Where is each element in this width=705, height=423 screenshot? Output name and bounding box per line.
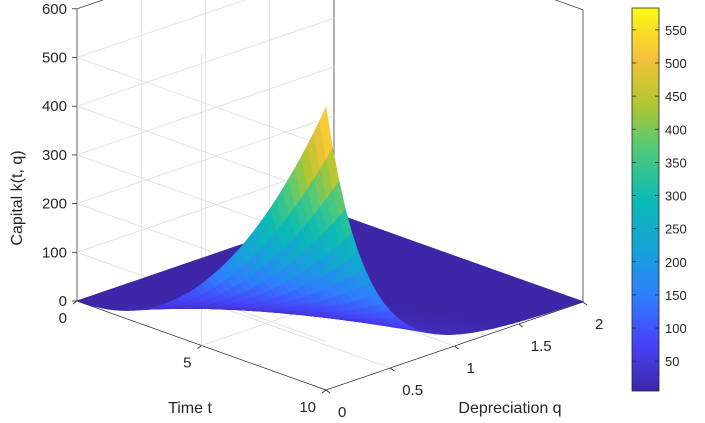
x-tick-mark [518,323,523,328]
colorbar-tick-label: 550 [665,23,687,38]
colorbar-tick-label: 250 [665,222,687,237]
colorbar-tick-label: 200 [665,255,687,270]
z-tick-label: 300 [42,147,67,164]
z-tick-label: 400 [42,98,67,115]
y-tick-label: 10 [299,399,316,416]
x-tick-label: 0 [338,404,346,421]
y-tick-mark [197,345,202,349]
colorbar-tick-label: 150 [665,288,687,303]
z-axis-label: Capital k(t, q) [9,150,26,245]
x-tick-mark [390,367,395,372]
colorbar: 50 100 150 200 250 300 350 400 450 500 550 [631,7,687,392]
colorbar-tick-label: 400 [665,122,687,137]
z-tick-label: 0 [59,293,67,310]
y-tick-mark [72,300,78,305]
x-axis-label: Depreciation q [458,400,561,417]
colorbar-tick-label: 500 [665,56,687,71]
colorbar-ticks: 50 100 150 200 250 300 350 400 450 500 550 [632,23,687,369]
z-tick-label: 600 [42,1,67,18]
tick-labels: 0 100 200 300 400 500 600 0 0.5 1 1.5 2 0 5 10 [42,1,603,421]
x-tick-mark [582,301,588,306]
z-tick-label: 200 [42,196,67,213]
colorbar-tick-label: 350 [665,155,687,170]
colorbar-tick-label: 450 [665,89,687,104]
z-tick-label: 100 [42,244,67,261]
colorbar-tick-label: 300 [665,189,687,204]
x-tick-label: 0.5 [402,382,423,399]
x-tick-label: 1 [467,360,475,377]
y-tick-label: 0 [59,310,67,327]
x-tick-label: 2 [595,316,603,333]
x-tick-mark [325,389,331,394]
colorbar-gradient [631,7,660,392]
y-tick-mark [321,389,327,394]
x-tick-label: 1.5 [531,338,552,355]
y-tick-label: 5 [183,355,191,372]
y-axis-label: Time t [168,400,212,417]
surface-cell [319,106,333,159]
z-tick-label: 500 [42,50,67,67]
surface-mesh [76,106,584,336]
colorbar-tick-label: 50 [665,354,679,369]
colorbar-tick-label: 100 [665,321,687,336]
x-tick-mark [454,345,459,350]
box-edge [554,0,584,11]
